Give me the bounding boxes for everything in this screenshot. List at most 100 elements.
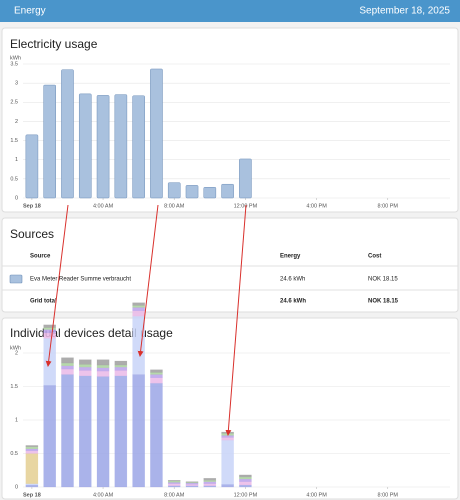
x-tick-label: 8:00 AM [164,492,185,498]
source-energy: 24.6 kWh [280,277,305,283]
bar-segment [96,359,110,366]
bar-segment [79,375,92,488]
bar-segment [61,362,74,366]
bar-segment [61,365,74,370]
bar-segment [150,377,163,384]
y-tick-label: 0.5 [10,176,18,182]
bar [78,93,92,199]
bar-segment [25,484,39,488]
y-tick-label: 1 [15,157,18,163]
y-tick-label: 1.5 [10,384,18,390]
bar-segment [239,476,252,480]
bar [221,183,234,199]
y-axis-label: kWh [10,55,21,61]
bar-segment [221,484,234,488]
bar-segment [25,450,39,454]
arrow [225,204,247,436]
bar-segment [150,374,163,378]
bar [150,68,163,199]
bar-segment [167,480,181,482]
x-tick-label: Sep 18 [23,203,41,209]
bar-segment [239,478,252,482]
y-axis-label: kWh [10,345,21,351]
bar-segment [132,374,145,488]
bar [239,158,252,199]
bar-segment [114,366,128,371]
bar-segment [25,483,39,486]
bar [132,95,145,199]
bar-segment [96,364,110,368]
source-name: Eva Meter Reader Summe verbraucht [30,277,131,283]
sources-card [1,217,459,313]
column-header: Cost [368,254,381,260]
x-tick-label: 4:00 AM [93,203,114,209]
arrow [45,204,69,367]
bar-segment [203,485,217,488]
bar [43,84,56,199]
bar-segment [150,372,163,375]
card-title: Electricity usage [10,37,98,51]
bar-segment [61,368,74,375]
annotation-arrows [45,204,247,436]
bar-segment [79,359,92,365]
x-tick-label: 12:00 PM [234,492,258,498]
source-cost: NOK 18.15 [368,277,398,283]
bar-segment [185,485,199,488]
bar-segment [167,485,181,488]
bar-segment [43,327,56,330]
x-tick-label: 4:00 PM [306,203,327,209]
total-cost: NOK 18.15 [368,299,399,305]
bar-segment [150,369,163,373]
bar-segment [43,338,56,386]
bar-segment [79,370,92,376]
bar [114,94,128,199]
bar-segment [203,483,217,486]
bar-segment [185,482,199,485]
bar-segment [167,483,181,486]
bar-segment [114,360,128,366]
x-tick-label: 8:00 PM [377,492,398,498]
bar [25,134,39,199]
x-tick-label: 4:00 AM [93,492,114,498]
y-tick-label: 0 [15,484,18,490]
bar-segment [239,481,252,486]
bar-segment [96,376,110,488]
bar-segment [167,480,181,483]
y-tick-label: 0.5 [10,451,18,457]
y-tick-label: 1 [15,417,18,423]
bar-segment [114,375,128,488]
bar-segment [132,310,145,317]
bar [167,182,181,199]
bar-segment [43,332,56,339]
bar-segment [25,448,39,452]
bar [203,187,217,199]
bar-segment [132,315,145,375]
total-label: Grid total [30,299,57,305]
x-tick-label: 4:00 PM [306,492,327,498]
source-swatch [9,274,23,284]
bar-segment [43,384,56,488]
bar-segment [221,431,234,434]
bar-segment [203,481,217,484]
arrow [137,204,159,357]
y-tick-label: 2 [15,350,18,356]
header-date[interactable]: September 18, 2025 [359,6,450,17]
bar-segment [79,364,92,368]
x-tick-label: 8:00 AM [164,203,185,209]
y-tick-label: 1.5 [10,138,18,144]
bar-segment [132,307,145,311]
bar-segment [203,480,217,482]
bar-segment [96,370,110,377]
y-tick-label: 2 [15,119,18,125]
bar-segment [114,364,128,368]
app-header [0,0,460,22]
y-tick-label: 0 [15,195,18,201]
bar-segment [185,484,199,486]
card-title: Individual devices detail usage [10,326,173,340]
bar-segment [25,453,39,484]
bar-segment [150,382,163,488]
bar-segment [203,478,217,481]
card-title: Sources [10,227,54,241]
bar-segment [132,302,145,306]
bar-segment [79,366,92,371]
